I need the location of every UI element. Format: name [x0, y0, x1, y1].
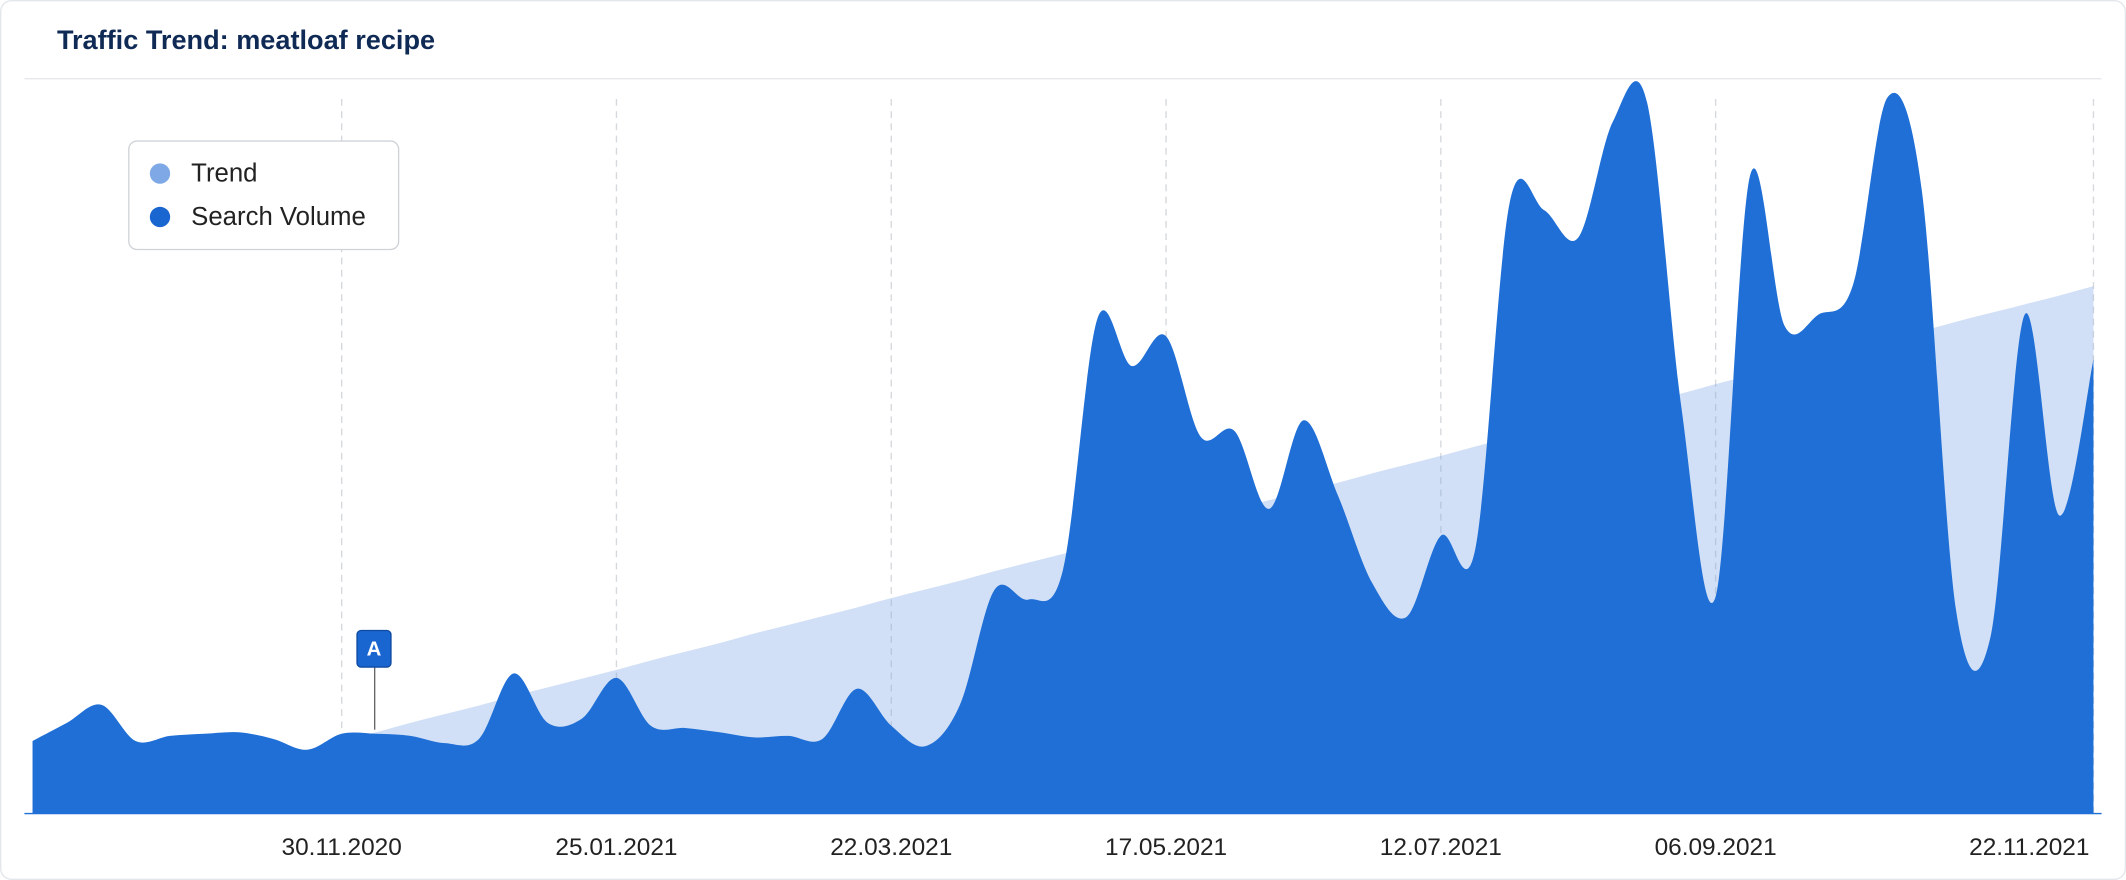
- x-tick-label: 22.11.2021: [1969, 834, 2089, 861]
- x-tick-label: 17.05.2021: [1105, 834, 1227, 861]
- area-1: [32, 81, 2094, 814]
- x-tick-label: 22.03.2021: [830, 834, 952, 861]
- legend-label: Trend: [191, 160, 257, 188]
- annotation-flag: [356, 629, 392, 668]
- plot: 30.11.2020 25.01.2021 22.03.2021 17.05.2021…: [24, 81, 2102, 861]
- legend-swatch: [149, 206, 171, 228]
- legend: Trend Search Volume: [128, 140, 400, 251]
- x-tick-label: 30.11.2020: [282, 834, 402, 861]
- legend-label: Search Volume: [191, 203, 366, 231]
- x-tick-label: 06.09.2021: [1655, 834, 1777, 861]
- legend-box: [128, 140, 400, 251]
- legend-swatch: [149, 163, 171, 184]
- chart-title: Traffic Trend: meatloaf recipe: [57, 24, 435, 55]
- x-tick-label: 25.01.2021: [555, 834, 677, 861]
- x-tick-label: 12.07.2021: [1380, 834, 1502, 861]
- annotation-label: A: [367, 639, 382, 661]
